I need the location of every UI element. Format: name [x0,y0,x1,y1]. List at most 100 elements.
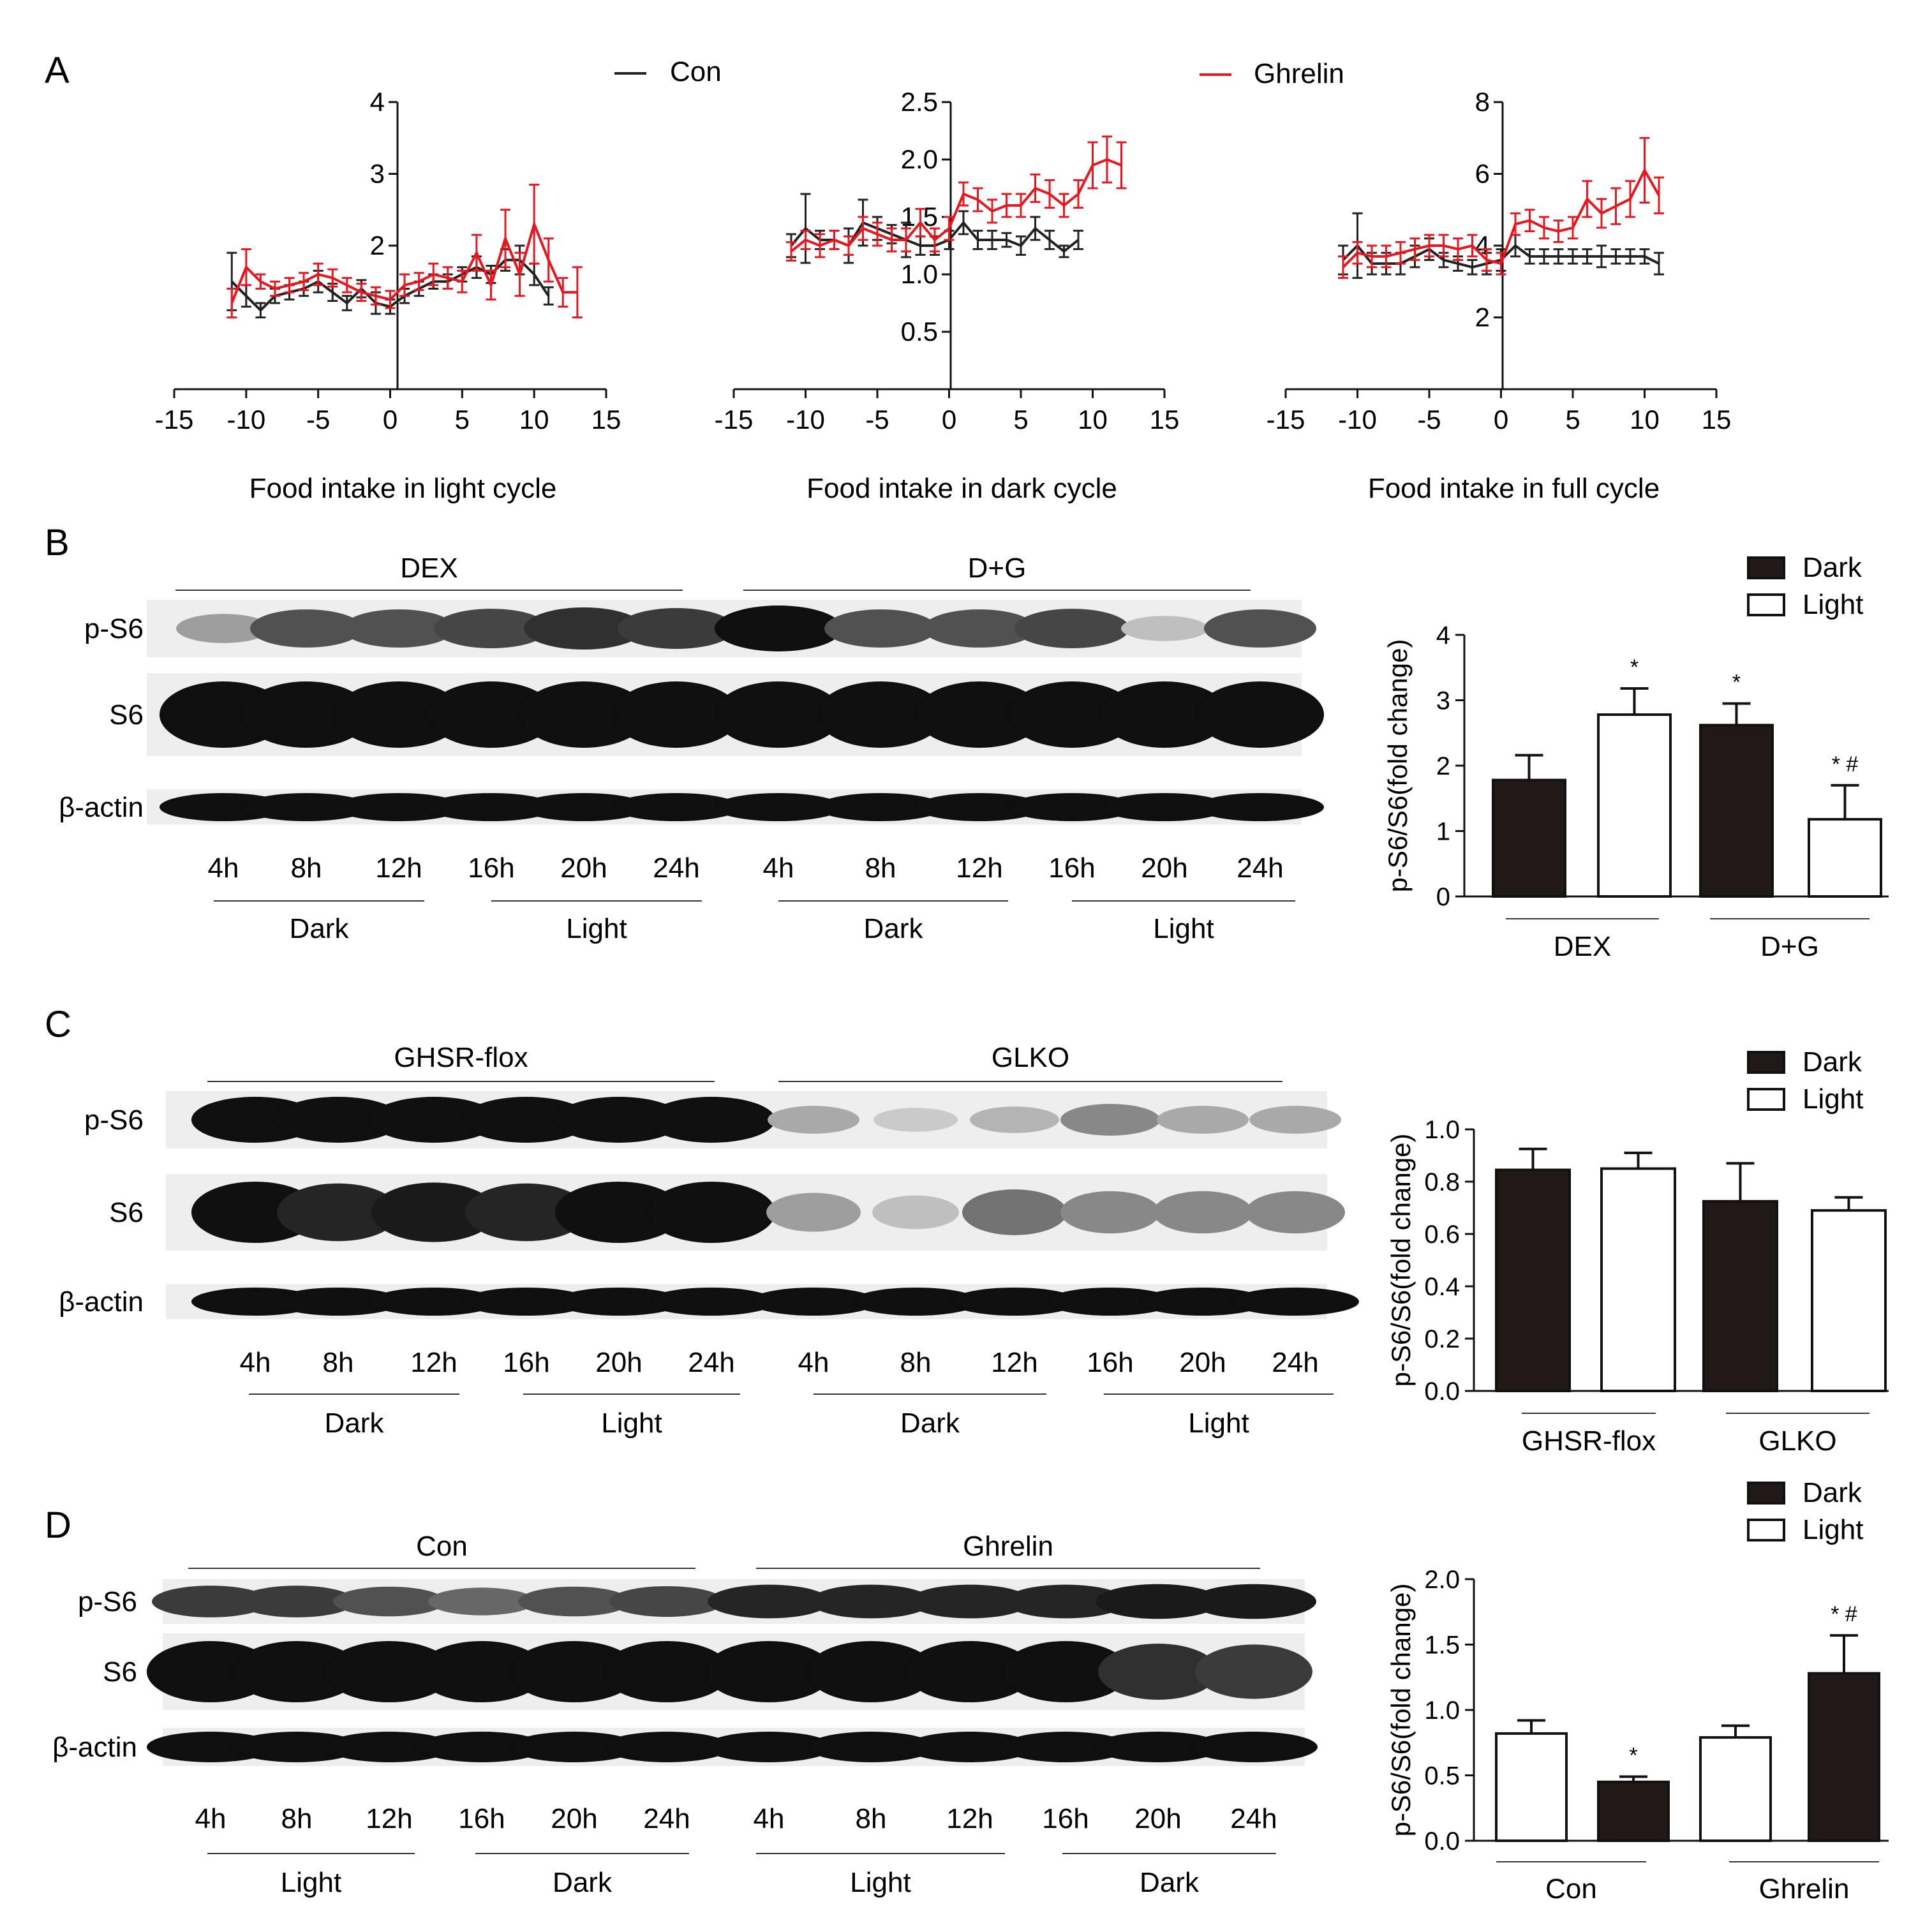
x-tick-label: -10 [1338,405,1377,435]
blot-band [715,793,842,821]
x-tick-label: 5 [1565,405,1580,435]
western-blots: DEX D+G p-S6 S6 β-actin 4h 8h 12h 16h 20h 24h 4h 8h 1… [52,553,1359,1898]
blot-band [1002,1732,1129,1762]
blot-band [428,1587,535,1616]
group-label: DEX [1554,931,1611,962]
blot-row-label: S6 [103,1656,137,1688]
blot-band [434,609,549,648]
significance-mark: * # [1832,752,1859,777]
blot-band [824,609,937,648]
blot-time-label: 20h [560,852,607,884]
legend-swatch-light [1747,1088,1785,1111]
x-tick-label: -5 [865,405,889,435]
blot-time-label: 4h [195,1803,227,1834]
blot-band [274,1288,402,1316]
x-axis-label: Food intake in dark cycle [806,473,1117,504]
bar-d-g-light [1808,818,1882,898]
group-label: GLKO [1758,1425,1836,1457]
blot-band [1245,1191,1345,1234]
series-ghrelin [1338,137,1664,279]
blot-band [152,1586,269,1617]
x-tick-label: 15 [1702,405,1732,435]
y-tick-label: 0.5 [1424,1762,1460,1790]
panel-a-charts: -15 -10 -5 0 5 10 15 2 3 4 Food intake in light cy… [155,87,1732,504]
blot-band [233,1732,360,1762]
x-tick-label: 0 [1494,405,1508,435]
x-tick-label: -10 [786,405,825,435]
x-tick-label: -5 [306,405,330,435]
blot-time-label: 24h [1237,852,1283,884]
blot-phase-label: Light [1153,913,1214,944]
blot-time-label: 24h [1272,1347,1318,1378]
blot-band [242,793,370,821]
blot-time-label: 24h [653,852,699,884]
blot-band [555,1288,683,1316]
blot-band [916,793,1043,821]
bar-legend: Dark Light [1747,1046,1863,1115]
blot-band [872,1195,959,1230]
legend-swatch-dark [1747,1051,1785,1074]
y-tick-label: 1.5 [1424,1631,1460,1660]
blot-band [555,1097,683,1143]
blot-time-label: 12h [956,852,1002,884]
blot-time-label: 16h [458,1803,505,1834]
bar-glko-dark [1702,1200,1778,1392]
blot-band [1196,681,1324,748]
blot-band [518,1586,630,1617]
blot-band [817,681,944,748]
blot-band [510,1732,638,1762]
y-tick-label: 0.0 [1424,1827,1460,1855]
blot-time-label: 4h [754,1803,785,1834]
blot-band [1231,1288,1359,1316]
blot-row-label: p-S6 [78,1586,137,1617]
blot-phase-label: Light [281,1867,341,1898]
y-axis-label: p-S6/S6(fold change) [1386,1134,1416,1387]
blot-time-label: 20h [595,1347,642,1378]
blot-band [1060,1191,1160,1234]
blot-band [1004,1584,1127,1619]
blot-band [807,1732,935,1762]
blot-band [465,1183,588,1242]
blot-band [1101,793,1228,821]
blot-band [1196,793,1324,821]
panel-letter-a: A [45,50,70,91]
blot-band [1190,1732,1318,1762]
y-axis-label: p-S6/S6(fold change) [1383,639,1413,893]
bar-ghsr-flox-dark [1495,1168,1571,1393]
blot-band [1249,1106,1341,1134]
legend-label-light: Light [1802,1514,1863,1545]
x-axis-label: Food intake in full cycle [1368,473,1660,504]
blot-band [524,607,644,650]
blot-band [1008,793,1136,821]
blot-band [520,793,648,821]
group-label: GHSR-flox [1522,1425,1656,1457]
blot-time-label: 8h [281,1803,313,1834]
blot-group-label: DEX [400,553,457,584]
blot-band [370,1097,498,1143]
blot-row-label: p-S6 [84,613,144,644]
significance-mark: * [1732,671,1741,695]
blot-band [705,1641,833,1702]
bar-dex-dark [1492,778,1566,898]
y-tick-label: 2.5 [901,87,938,117]
blot-time-label: 24h [1230,1803,1277,1834]
blot-band [238,1586,355,1617]
blot-band [233,1641,360,1702]
bar-ghrelin-light [1699,1736,1772,1843]
blot-band [715,606,842,651]
blot-time-label: 12h [946,1803,993,1834]
blot-band [1096,1584,1221,1619]
group-label: Con [1545,1873,1597,1905]
blot-band [768,1106,859,1134]
blot-time-label: 8h [856,1803,887,1834]
y-tick-label: 0 [1436,883,1450,911]
y-tick-label: 4 [370,87,385,117]
blot-row-label: p-S6 [84,1104,144,1136]
blot-band [750,1288,877,1316]
blot-band [427,681,555,748]
bar-legend: Dark Light [1747,1477,1863,1545]
blot-time-label: 20h [551,1803,597,1834]
blot-band [1153,1191,1252,1234]
blot-band [705,1732,833,1762]
